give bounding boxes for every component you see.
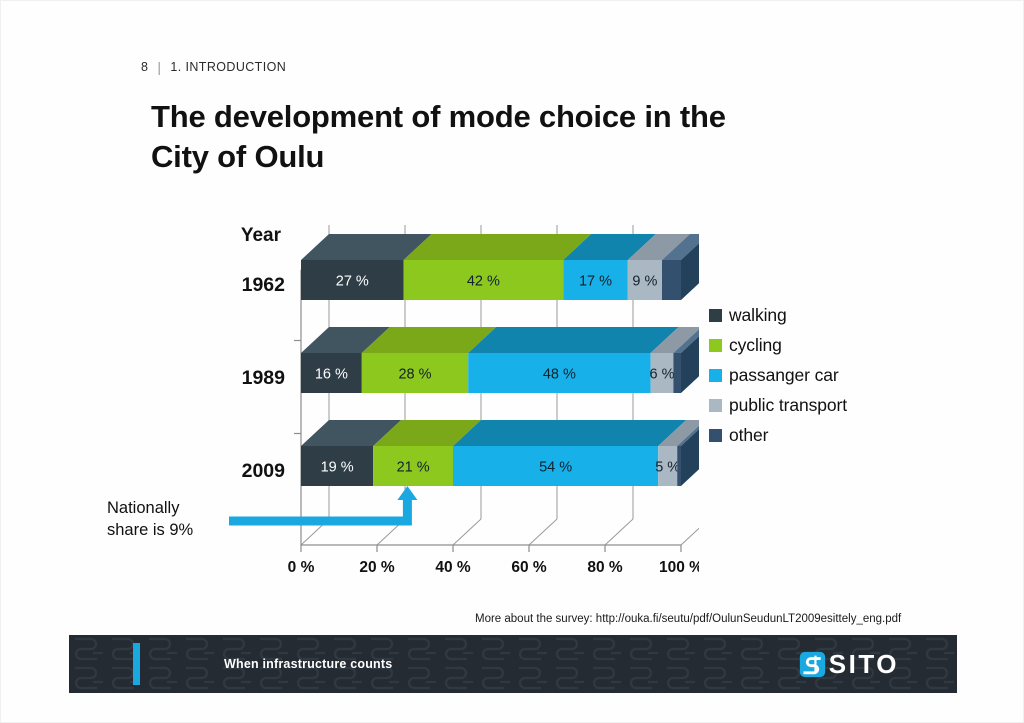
svg-text:2009: 2009 (242, 460, 286, 482)
legend-item-passenger-car: passanger car (709, 365, 847, 386)
svg-text:100 %: 100 % (659, 559, 699, 575)
annotation-line-1: Nationally (107, 499, 180, 517)
svg-text:5 %: 5 % (655, 460, 680, 476)
legend-swatch-icon (709, 369, 722, 382)
svg-text:54 %: 54 % (539, 460, 572, 476)
header-separator: | (157, 59, 162, 75)
svg-text:40 %: 40 % (435, 559, 471, 575)
sito-logo-text: SITO (828, 649, 899, 679)
legend-item-public-transport: public transport (709, 395, 847, 416)
legend-label: passanger car (729, 365, 839, 385)
svg-text:16 %: 16 % (315, 367, 348, 383)
svg-text:27 %: 27 % (336, 274, 369, 290)
chart-legend: walking cycling passanger car public tra… (709, 305, 847, 446)
legend-item-cycling: cycling (709, 335, 847, 356)
svg-text:28 %: 28 % (398, 367, 431, 383)
svg-text:20 %: 20 % (359, 559, 395, 575)
svg-text:48 %: 48 % (543, 367, 576, 383)
svg-text:17 %: 17 % (579, 274, 612, 290)
page-number: 8 (141, 60, 149, 74)
legend-item-walking: walking (709, 305, 847, 326)
svg-text:1989: 1989 (242, 367, 286, 389)
footer-accent-bar (133, 643, 140, 685)
sito-logo-mark-icon (799, 651, 825, 677)
legend-swatch-icon (709, 429, 722, 442)
svg-text:19 %: 19 % (321, 460, 354, 476)
annotation-line-2: share is 9% (107, 521, 194, 540)
footer-tagline: When infrastructure counts (224, 657, 393, 671)
svg-text:0 %: 0 % (288, 559, 315, 575)
legend-swatch-icon (709, 339, 722, 352)
footer-bar: When infrastructure counts SITO (69, 635, 957, 693)
svg-text:Year: Year (241, 225, 282, 246)
legend-label: public transport (729, 395, 848, 415)
page-title: The development of mode choice in the Ci… (151, 99, 726, 174)
legend-item-other: other (709, 425, 847, 446)
legend-swatch-icon (709, 399, 722, 412)
legend-swatch-icon (709, 309, 722, 322)
svg-text:42 %: 42 % (467, 274, 500, 290)
document-header: 8 | 1. INTRODUCTION (141, 59, 286, 75)
svg-text:6 %: 6 % (650, 367, 675, 383)
legend-label: walking (729, 305, 787, 325)
chart-svg: 0 % 20 % 40 % 60 % 80 % 100 % Year 1962 27 % 42 %… (229, 225, 699, 575)
svg-text:60 %: 60 % (511, 559, 547, 575)
legend-label: cycling (729, 335, 782, 355)
chart-annotation: Nationally share is 9% (107, 497, 193, 541)
section-label: 1. INTRODUCTION (170, 60, 287, 74)
svg-text:80 %: 80 % (587, 559, 623, 575)
svg-text:9 %: 9 % (632, 274, 657, 290)
svg-text:1962: 1962 (242, 274, 286, 296)
legend-label: other (729, 425, 769, 445)
source-note: More about the survey: http://ouka.fi/se… (475, 613, 902, 625)
sito-logo: SITO (799, 635, 899, 693)
svg-text:21 %: 21 % (397, 460, 430, 476)
mode-choice-chart: 0 % 20 % 40 % 60 % 80 % 100 % Year 1962 27 % 42 %… (229, 215, 699, 575)
annotation-arrow-icon (229, 486, 418, 526)
